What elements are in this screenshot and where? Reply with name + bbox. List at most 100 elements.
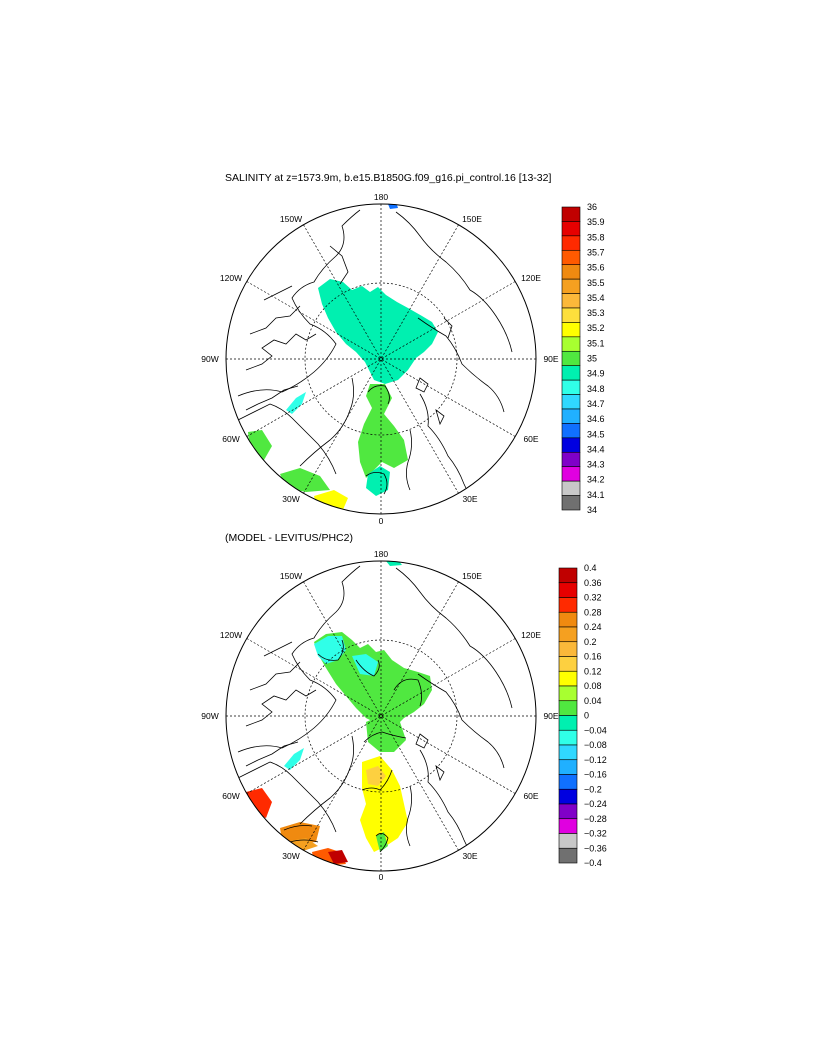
colorbar-swatch <box>558 582 578 598</box>
colorbar-swatch <box>561 293 581 309</box>
colorbar-label: 34.7 <box>587 399 605 409</box>
colorbar: 36 35.9 35.8 35.7 35.6 35.5 35.4 35.3 35.2 35.1 35… <box>561 202 605 515</box>
field-irminger-sea <box>280 468 330 492</box>
panel-title: SALINITY at z=1573.9m, b.e15.B1850G.f09_… <box>225 172 551 184</box>
colorbar-label: −0.28 <box>584 814 607 824</box>
panel-title: (MODEL - LEVITUS/PHC2) <box>225 532 353 544</box>
colorbar-label: 34.9 <box>587 369 605 379</box>
lon-label: 180 <box>374 549 388 559</box>
colorbar-label: 0.16 <box>584 652 602 662</box>
colorbar-label: 35.8 <box>587 232 605 242</box>
colorbar-label: 0.32 <box>584 593 602 603</box>
field-baffin-patch <box>284 748 304 770</box>
colorbar-swatch <box>561 423 581 439</box>
colorbar-swatch <box>561 437 581 453</box>
map-boundary <box>225 560 537 872</box>
colorbar-label: −0.2 <box>584 784 602 794</box>
lon-label: 120W <box>220 630 242 640</box>
colorbar-label: 0.28 <box>584 607 602 617</box>
field-bering-patch <box>388 204 398 209</box>
colorbar-label: 34.4 <box>587 444 605 454</box>
colorbar-swatch <box>561 235 581 251</box>
colorbar-label: 35.2 <box>587 323 605 333</box>
colorbar-label: 34.8 <box>587 384 605 394</box>
colorbar-label: 0.36 <box>584 578 602 588</box>
longitude-labels: 180 150W 150E 120W 120E 90W 90E 60W 60E … <box>201 192 559 526</box>
colorbar-swatch <box>561 394 581 410</box>
colorbar-swatch <box>558 847 578 864</box>
colorbar-label: 34.3 <box>587 460 605 470</box>
lon-label: 60E <box>523 434 538 444</box>
colorbar-swatch <box>561 466 581 482</box>
colorbar-swatch <box>558 626 578 643</box>
lon-label: 180 <box>374 192 388 202</box>
colorbar-swatch <box>558 597 578 613</box>
field-iceland-basin <box>328 850 348 864</box>
colorbar-label: 34.5 <box>587 429 605 439</box>
lon-label: 60W <box>222 434 239 444</box>
colorbar-label: 35.1 <box>587 338 605 348</box>
colorbar-swatch <box>558 567 578 584</box>
colorbar-label: −0.36 <box>584 843 607 853</box>
polar-map <box>237 561 513 866</box>
colorbar-label: −0.08 <box>584 740 607 750</box>
colorbar-swatch <box>558 670 578 687</box>
colorbar-swatch <box>561 408 581 424</box>
panel-difference: (MODEL - LEVITUS/PHC2) <box>201 532 607 882</box>
colorbar-label: 0.2 <box>584 637 597 647</box>
field-fram-strait <box>358 384 408 478</box>
lon-label: 30E <box>462 494 477 504</box>
contours <box>283 639 422 853</box>
contour-line <box>365 472 388 495</box>
lon-label: 120E <box>521 630 541 640</box>
lon-label: 30E <box>462 851 477 861</box>
colorbar-label: −0.04 <box>584 725 607 735</box>
colorbar-swatch <box>561 336 581 352</box>
lon-label: 0 <box>379 516 384 526</box>
lon-label: 60W <box>222 791 239 801</box>
lon-label: 30W <box>282 494 299 504</box>
field-central-arctic <box>314 632 432 730</box>
colorbar-label: −0.16 <box>584 770 607 780</box>
lon-label: 90E <box>543 711 558 721</box>
colorbar-label: 34.2 <box>587 475 605 485</box>
colorbar: 0.4 0.36 0.32 0.28 0.24 0.2 0.16 0.12 0.08 0.04 0 −… <box>558 563 607 868</box>
colorbar-swatch <box>561 206 581 222</box>
lon-label: 60E <box>523 791 538 801</box>
map-boundary <box>225 203 537 515</box>
colorbar-label: 34 <box>587 505 597 515</box>
colorbar-swatch <box>558 818 578 834</box>
colorbar-label: 35.7 <box>587 247 605 257</box>
colorbar-swatch <box>561 365 581 381</box>
lon-label: 0 <box>379 872 384 882</box>
colorbar-label: 35 <box>587 354 597 364</box>
colorbar-swatch <box>558 611 578 628</box>
colorbar-label: 35.9 <box>587 217 605 227</box>
contour-line <box>367 385 390 405</box>
colorbar-swatch <box>558 700 578 716</box>
colorbar-swatch <box>561 451 581 468</box>
colorbar-label: 0.24 <box>584 622 602 632</box>
colorbar-label: 36 <box>587 202 597 212</box>
colorbar-label: 34.1 <box>587 490 605 500</box>
lon-label: 150E <box>462 571 482 581</box>
lon-label: 30W <box>282 851 299 861</box>
colorbar-label: −0.24 <box>584 799 607 809</box>
colorbar-label: 0 <box>584 711 589 721</box>
colorbar-label: 35.4 <box>587 293 605 303</box>
colorbar-label: 0.12 <box>584 666 602 676</box>
colorbar-swatch <box>561 379 581 395</box>
field-spitsbergen-patch <box>376 832 388 852</box>
colorbar-swatch <box>558 715 578 731</box>
colorbar-label: 0.4 <box>584 563 597 573</box>
colorbar-swatch <box>561 249 581 266</box>
colorbar-swatch <box>561 221 581 237</box>
field-cyan-lobe <box>352 654 378 676</box>
colorbar-swatch <box>558 759 578 775</box>
lon-label: 150E <box>462 214 482 224</box>
colorbar-swatch <box>561 307 581 323</box>
field-labrador-sea <box>246 788 272 818</box>
colorbar-swatch <box>561 322 581 338</box>
lon-label: 150W <box>280 214 302 224</box>
